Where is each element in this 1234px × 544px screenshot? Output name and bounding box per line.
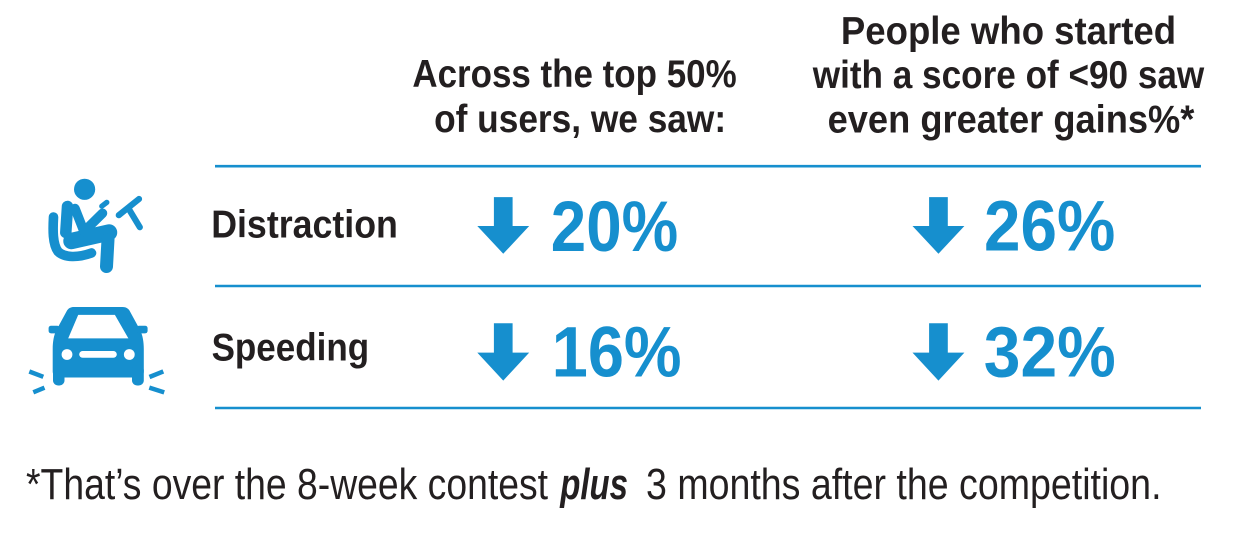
svg-text:Distraction: Distraction	[211, 204, 398, 247]
svg-text:Speeding: Speeding	[212, 326, 370, 369]
svg-text:of users, we saw:: of users, we saw:	[434, 98, 726, 141]
svg-text:26%: 26%	[984, 188, 1115, 267]
svg-text:20%: 20%	[551, 188, 678, 267]
svg-text:Across the top 50%: Across the top 50%	[412, 53, 736, 96]
svg-text:even greater gains%*: even greater gains%*	[828, 99, 1196, 142]
svg-text:with a score of <90 saw: with a score of <90 saw	[812, 54, 1205, 97]
svg-text:*That’s over the 8-week contes: *That’s over the 8-week contest	[26, 461, 548, 509]
svg-text:3 months after the competition: 3 months after the competition.	[646, 461, 1162, 509]
svg-text:32%: 32%	[984, 313, 1116, 392]
svg-text:16%: 16%	[552, 313, 682, 392]
svg-text:plus: plus	[559, 461, 628, 509]
svg-text:People who started: People who started	[841, 10, 1176, 53]
